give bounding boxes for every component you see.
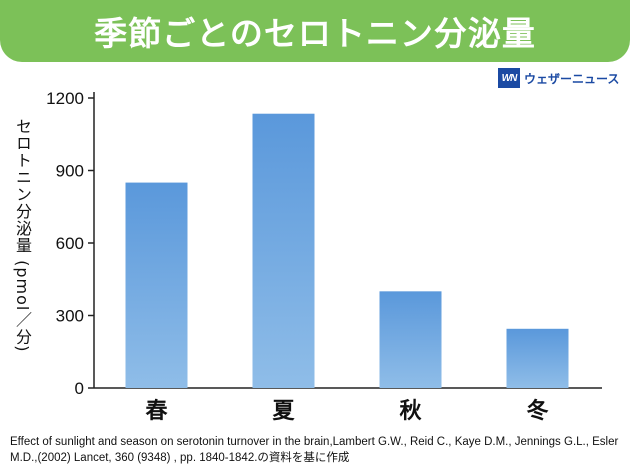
weathernews-logo-icon: WN [498, 68, 520, 88]
bar-0 [125, 182, 188, 388]
brand-name: ウェザーニュース [524, 71, 620, 86]
y-tick-label-2: 600 [56, 234, 84, 253]
bar-3 [506, 328, 569, 388]
y-tick-label-0: 0 [75, 379, 84, 398]
bar-1 [252, 113, 315, 388]
y-tick-label-1: 300 [56, 307, 84, 326]
x-tick-label-1: 夏 [272, 399, 295, 424]
y-tick-label-3: 900 [56, 162, 84, 181]
title-banner: 季節ごとのセロトニン分泌量 [0, 0, 630, 62]
source-citation: Effect of sunlight and season on seroton… [10, 436, 619, 464]
chart-title: 季節ごとのセロトニン分泌量 [94, 14, 536, 53]
x-tick-label-0: 春 [145, 399, 167, 424]
x-tick-label-2: 秋 [399, 399, 422, 424]
bar-chart: 0 300 600 900 1200 春 夏 秋 冬 [46, 89, 602, 424]
y-axis-label: セロトニン分泌量 (pmol／分) [13, 118, 32, 353]
x-tick-label-3: 冬 [526, 398, 548, 424]
y-tick-label-4: 1200 [46, 89, 84, 108]
bar-2 [379, 291, 442, 388]
brand: WN ウェザーニュース [498, 66, 619, 90]
